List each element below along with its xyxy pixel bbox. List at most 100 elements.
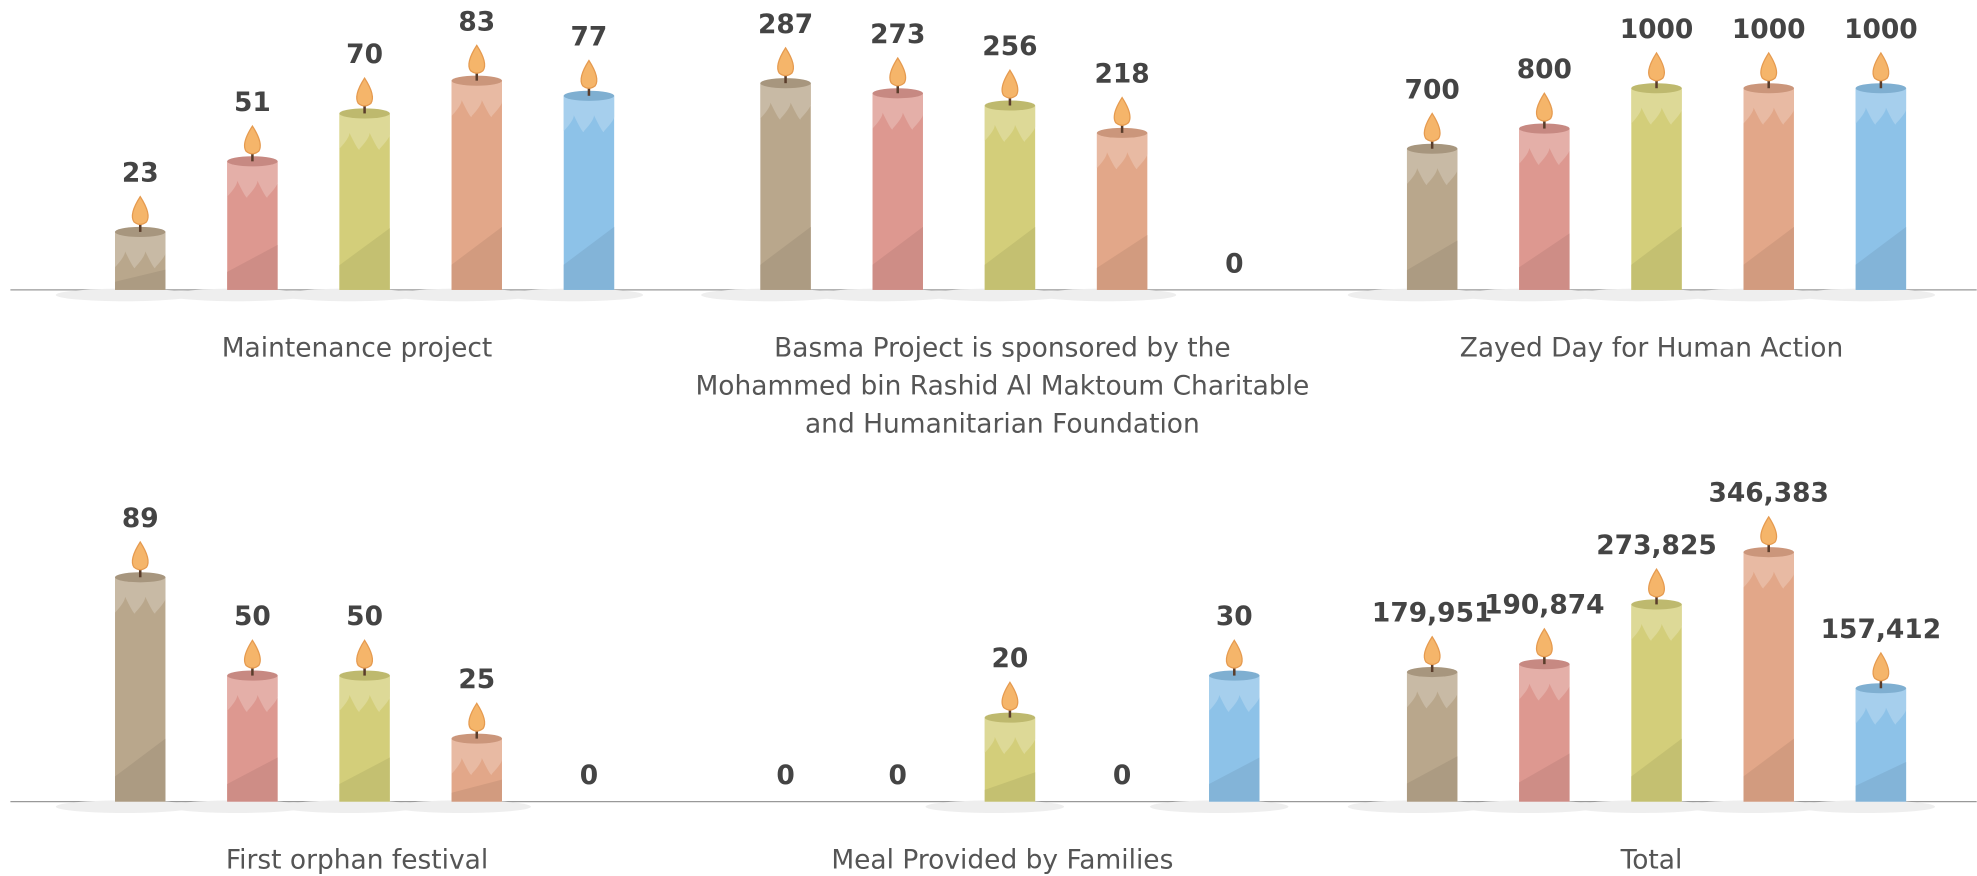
candle-shade	[1519, 233, 1570, 290]
value-label: 1000	[1620, 14, 1694, 45]
value-label: 0	[580, 760, 598, 791]
candle-shade	[1519, 753, 1570, 802]
value-label: 273	[870, 19, 925, 50]
candle-shadow	[1572, 800, 1711, 813]
flame	[1648, 567, 1665, 598]
candle-shadow	[1459, 800, 1599, 813]
flame	[580, 59, 598, 89]
candle-shadow	[813, 288, 952, 302]
flame	[1225, 639, 1243, 669]
value-label: 157,412	[1821, 614, 1942, 645]
candle-shadow	[1796, 800, 1936, 813]
candle-shadow	[504, 288, 644, 302]
candle-shade	[1631, 738, 1682, 802]
candle-shade	[984, 226, 1036, 290]
candle-shadow	[925, 288, 1065, 302]
candle-drip	[1209, 675, 1260, 712]
value-label: 89	[122, 503, 159, 534]
chart-caption: and Humanitarian Foundation	[805, 408, 1200, 439]
candle-shadow	[1459, 288, 1599, 302]
candle-drip	[451, 738, 502, 775]
flame	[1001, 69, 1019, 99]
flame	[356, 76, 374, 107]
chart-caption: Mohammed bin Rashid Al Maktoum Charitabl…	[695, 371, 1309, 402]
candle-shade	[339, 757, 390, 802]
value-label: 218	[1094, 58, 1149, 89]
candle-shade	[1631, 226, 1682, 290]
candle-shade	[115, 738, 166, 802]
candle-drip	[563, 95, 615, 133]
value-label: 700	[1405, 74, 1460, 105]
candle-drip	[227, 161, 278, 198]
candle-shadow	[1347, 288, 1487, 302]
value-label: 0	[1113, 760, 1131, 791]
candle-drip	[339, 675, 390, 712]
chart-caption: First orphan festival	[226, 844, 488, 875]
chart-caption: Meal Provided by Families	[831, 844, 1173, 875]
candle-drip	[1743, 552, 1794, 589]
candle-shade	[1209, 757, 1260, 802]
flame	[1872, 651, 1890, 682]
value-label: 0	[889, 760, 907, 791]
candle-shadow	[925, 800, 1065, 813]
candle-drip	[451, 80, 502, 117]
value-label: 25	[458, 664, 495, 695]
candle-drip	[760, 83, 811, 120]
candle-drip	[1743, 88, 1794, 125]
candle-shadow	[167, 288, 307, 302]
flame	[1001, 681, 1019, 711]
flame	[131, 540, 149, 571]
value-label: 50	[234, 601, 271, 632]
candle-shadow	[280, 800, 419, 813]
flame	[468, 702, 486, 732]
value-label: 256	[982, 31, 1037, 62]
candle-drip	[1519, 128, 1570, 165]
candle-shadow	[1149, 800, 1289, 813]
flame	[1760, 51, 1778, 82]
candle-shadow	[280, 288, 419, 302]
candle-shade	[1406, 756, 1458, 802]
value-label: 273,825	[1596, 530, 1717, 561]
value-label: 0	[1225, 248, 1243, 279]
candle-drip	[227, 675, 278, 712]
candle-shade	[227, 244, 278, 290]
chart-caption: Maintenance project	[222, 333, 493, 364]
flame	[1423, 112, 1441, 142]
value-label: 287	[758, 9, 813, 40]
flame	[131, 195, 149, 225]
value-label: 83	[458, 6, 495, 37]
candle-shade	[115, 269, 166, 290]
candle-shade	[451, 226, 502, 290]
value-label: 179,951	[1372, 598, 1493, 629]
candle-shadow	[1796, 288, 1936, 302]
candle-shadow	[1684, 800, 1823, 813]
candle-drip	[1855, 688, 1907, 725]
candle-shadow	[167, 800, 307, 813]
value-label: 77	[571, 21, 608, 52]
flame	[1535, 627, 1553, 658]
candle-shade	[984, 772, 1036, 802]
candle-shade	[451, 779, 502, 802]
chart-caption: Basma Project is sponsored by the	[774, 333, 1231, 364]
candle-shadow	[1037, 288, 1177, 302]
chart-caption: Zayed Day for Human Action	[1460, 333, 1844, 364]
value-label: 1000	[1732, 14, 1806, 45]
value-label: 30	[1216, 601, 1253, 632]
candle-shade	[339, 228, 390, 290]
flame	[1648, 51, 1665, 82]
flame	[1423, 635, 1441, 666]
candle-drip	[1631, 604, 1682, 641]
flame	[1760, 515, 1778, 546]
candle-shade	[1096, 234, 1148, 290]
value-label: 20	[992, 643, 1029, 674]
candle-shadow	[1347, 800, 1487, 813]
candle-drip	[115, 577, 166, 614]
candle-drip	[1519, 664, 1570, 701]
flame	[1113, 96, 1131, 126]
candle-shade	[760, 226, 811, 290]
candle-shade	[1855, 761, 1907, 802]
candle-shade	[1406, 240, 1458, 290]
candle-shadow	[1684, 288, 1823, 302]
candle-drip	[1855, 88, 1907, 125]
value-label: 50	[346, 601, 383, 632]
